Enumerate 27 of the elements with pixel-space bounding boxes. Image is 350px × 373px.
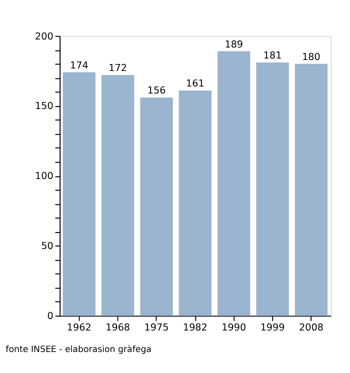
data-label: 156 — [147, 86, 166, 97]
x-tick-label: 2008 — [299, 322, 324, 334]
data-label: 161 — [186, 78, 204, 90]
x-tick-label: 1962 — [66, 322, 92, 334]
bar — [62, 72, 96, 316]
data-label: 180 — [302, 52, 320, 64]
x-tick-label: 1975 — [144, 322, 169, 334]
data-label: 172 — [108, 63, 127, 74]
bar — [256, 62, 289, 316]
x-tick-label: 1968 — [106, 322, 130, 334]
bar — [294, 64, 328, 316]
y-tick-label: 0 — [47, 311, 54, 322]
x-tick-label: 1990 — [222, 322, 246, 334]
y-tick-label: 150 — [35, 101, 54, 112]
x-tick-label: 1999 — [260, 322, 285, 334]
y-tick-label: 100 — [35, 171, 54, 182]
data-label: 181 — [263, 50, 282, 62]
y-tick-label: 200 — [35, 31, 54, 42]
bar — [178, 90, 212, 316]
y-tick-label: 50 — [41, 241, 54, 252]
bar — [140, 97, 173, 316]
bar — [218, 51, 250, 316]
data-label: 174 — [70, 60, 88, 72]
source-note: fonte INSEE - elaborasion gràfega — [6, 345, 152, 356]
data-label: 189 — [224, 39, 244, 50]
bar — [101, 75, 134, 316]
x-tick-label: 1982 — [182, 322, 208, 334]
